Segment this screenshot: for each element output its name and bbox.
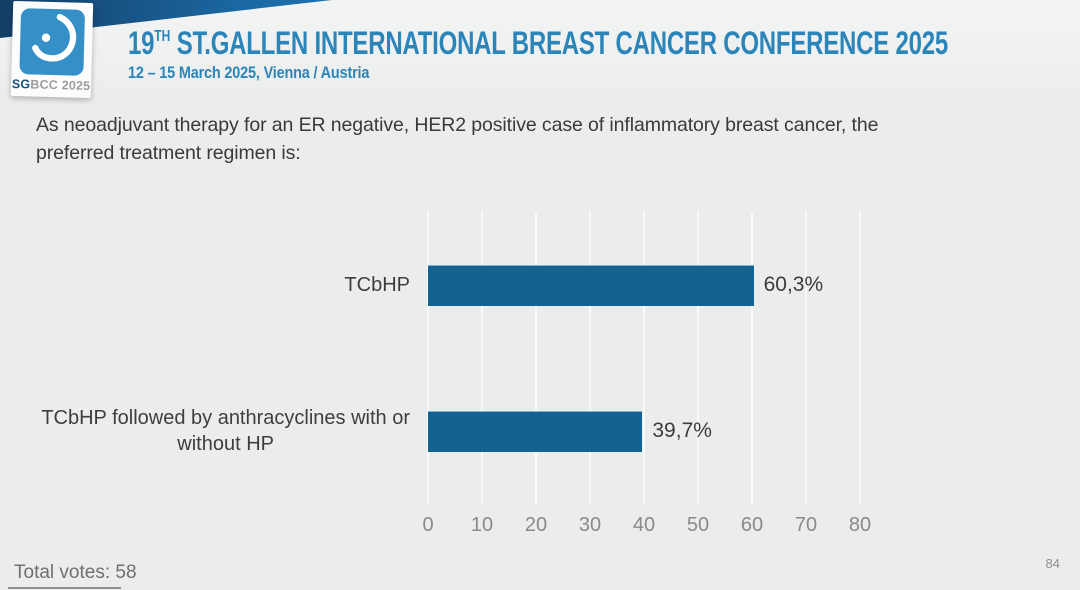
gridline [427,212,429,504]
total-votes-label: Total votes: 58 [14,562,137,583]
title-superscript: TH [154,28,171,45]
title-text: ST.GALLEN INTERNATIONAL BREAST CANCER CO… [170,25,949,61]
x-tick-label: 40 [632,514,656,536]
conference-subtitle: 12 – 15 March 2025, Vienna / Austria [128,63,370,82]
x-tick-label: 80 [848,514,872,536]
title-number: 19 [128,25,155,61]
x-tick-label: 60 [740,514,764,536]
gridline [805,212,807,504]
footer-underline [8,587,121,589]
x-tick-label: 10 [470,514,494,536]
header-title-block: 19TH ST.GALLEN INTERNATIONAL BREAST CANC… [128,20,1080,83]
page-number: 84 [1045,556,1060,571]
logo-caption: SGBCC 2025 [11,77,91,93]
poll-question-line1: As neoadjuvant therapy for an ER negativ… [36,114,879,136]
poll-question-line2: preferred treatment regimen is: [36,141,301,164]
gridline [535,212,537,504]
x-tick-label: 0 [422,514,434,536]
x-tick-label: 50 [686,514,710,536]
gridline [481,212,483,504]
gridline [751,212,753,504]
gridline [859,212,861,504]
x-tick-label: 70 [794,514,818,536]
bar-value-label: 39,7% [652,419,712,442]
logo-caption-sg: SG [11,76,31,92]
bar-value-label: 60,3% [763,273,824,296]
bar [428,265,754,306]
x-tick-label: 30 [578,514,602,536]
gridline [643,212,645,504]
gridline [589,212,591,504]
bar [428,411,643,452]
x-tick-label: 20 [524,514,548,536]
sgbcc-breast-icon [23,10,81,74]
logo-caption-rest: BCC 2025 [30,77,91,94]
conference-title: 19TH ST.GALLEN INTERNATIONAL BREAST CANC… [128,20,948,60]
category-label: TCbHP [344,274,410,296]
category-label-area: TCbHP TCbHP followed by anthracyclines wi… [0,212,412,504]
poll-question: As neoadjuvant therapy for an ER negativ… [36,112,878,167]
sgbcc-logo: SGBCC 2025 [10,0,94,99]
plot-area: 0 10 20 30 40 50 60 70 80 60,3% 39,7% [422,212,871,536]
logo-tile [19,8,86,76]
category-label: TCbHP followed by anthracyclines with or… [41,407,410,455]
gridline [697,212,699,504]
